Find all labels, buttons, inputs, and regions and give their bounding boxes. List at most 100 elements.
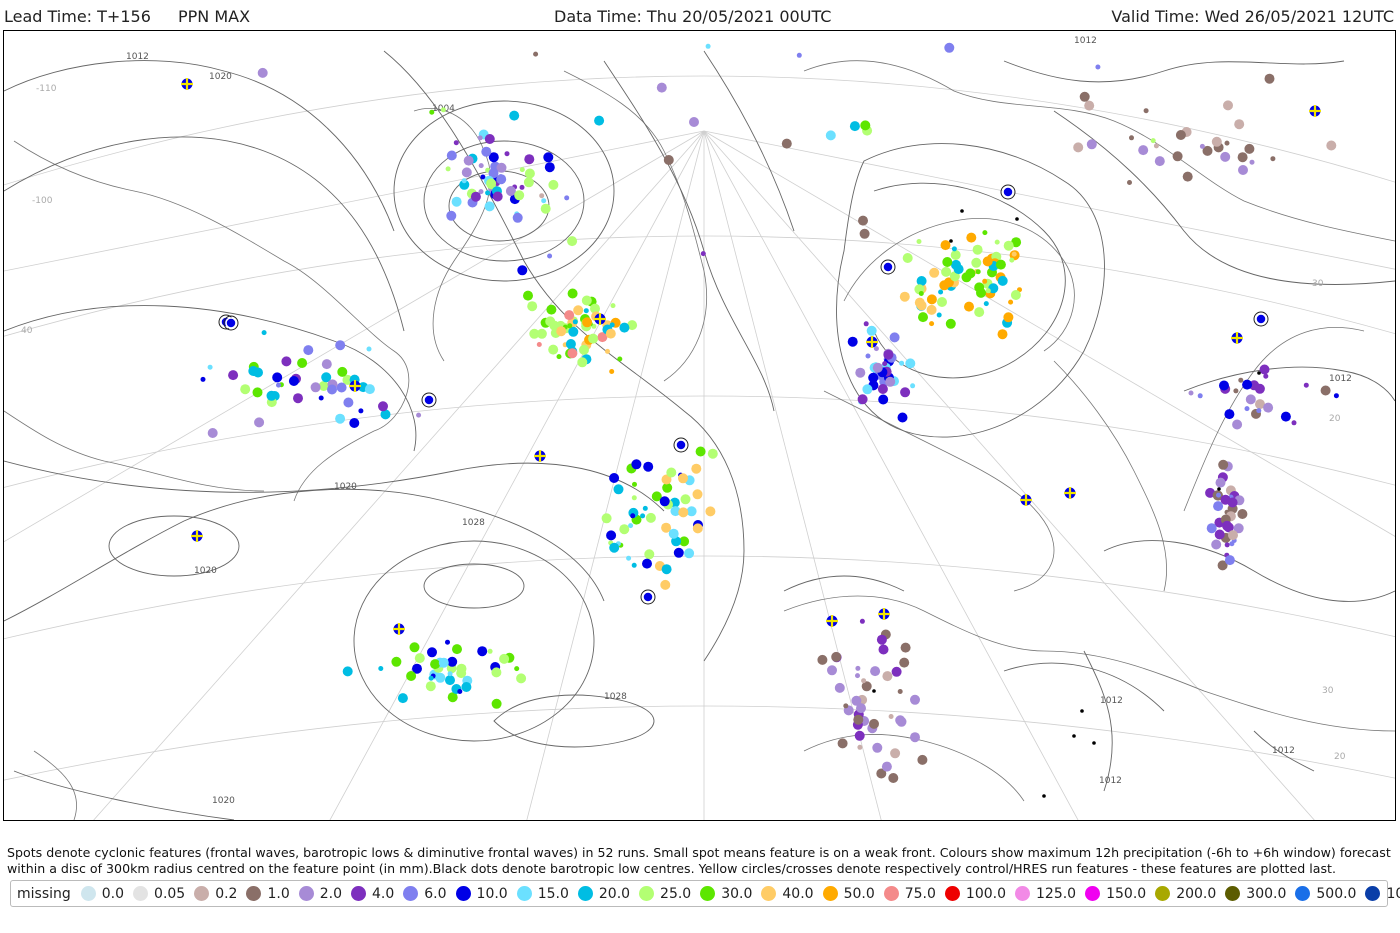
cyclone-feature-spot <box>877 384 888 394</box>
cyclone-feature-spot <box>1237 152 1248 163</box>
cyclone-feature-spot <box>527 301 538 312</box>
cyclone-feature-spot <box>692 489 703 500</box>
cyclone-feature-spot <box>488 168 499 179</box>
cyclone-feature-spot <box>941 266 952 277</box>
cyclone-feature-spot <box>905 358 916 369</box>
cyclone-feature-spot <box>453 140 459 146</box>
hres-run-cross <box>826 615 838 627</box>
cyclone-feature-spot <box>207 428 218 438</box>
graticule-label: -100 <box>32 196 53 206</box>
cyclone-feature-spot <box>781 138 792 149</box>
cyclone-feature-spot <box>1238 165 1248 175</box>
cyclone-feature-spot <box>582 317 593 328</box>
cyclone-feature-spot <box>914 297 925 308</box>
cyclone-feature-spots <box>200 42 1339 783</box>
cyclone-feature-spot <box>847 336 858 347</box>
cyclone-feature-spot <box>945 318 956 329</box>
cyclone-feature-spot <box>882 671 893 682</box>
cyclone-feature-spot <box>1150 138 1156 144</box>
cyclone-feature-spot <box>536 342 542 347</box>
cyclone-feature-spot <box>1213 501 1224 512</box>
cyclone-feature-spot <box>1129 135 1134 141</box>
cyclone-feature-map: 1012102010041012102010281020102810121020… <box>4 36 1395 820</box>
cyclone-feature-spot <box>321 359 332 370</box>
cyclone-feature-spot <box>825 130 836 141</box>
cyclone-feature-spot <box>1233 523 1244 534</box>
legend-swatch <box>1155 886 1171 901</box>
cyclone-feature-spot <box>533 51 539 57</box>
cyclone-feature-spot <box>1229 541 1235 547</box>
cyclone-feature-spot <box>1199 143 1205 149</box>
cyclone-feature-spot <box>937 297 947 307</box>
hres-run-cross <box>181 78 193 90</box>
cyclone-feature-spot <box>524 154 535 165</box>
control-run-ring <box>675 439 687 451</box>
legend-label: 0.0 <box>101 885 125 902</box>
legend-label: 150.0 <box>1106 885 1147 902</box>
cyclone-feature-spot <box>1242 379 1253 390</box>
cyclone-feature-spot <box>929 321 935 327</box>
legend-swatch <box>1365 886 1381 901</box>
legend-item: 6.0 <box>403 886 447 902</box>
cyclone-feature-spot <box>866 325 877 336</box>
cyclone-feature-spot <box>428 675 434 681</box>
cyclone-feature-spot <box>926 304 937 315</box>
hres-run-cross <box>866 336 878 348</box>
cyclone-feature-spot <box>529 328 540 339</box>
cyclone-feature-spot <box>318 381 329 391</box>
legend-label: 25.0 <box>660 885 692 902</box>
control-hres-markers <box>181 78 1321 798</box>
cyclone-feature-spot <box>855 665 861 671</box>
cyclone-feature-spot <box>890 748 901 759</box>
cyclone-feature-spot <box>1233 388 1239 394</box>
barotropic-low-dot <box>960 209 964 213</box>
barotropic-low-dot <box>1015 217 1019 221</box>
cyclone-feature-spot <box>684 548 695 559</box>
cyclone-feature-spot <box>488 152 499 163</box>
barotropic-low-dot <box>1072 734 1076 738</box>
cyclone-feature-spot <box>577 357 588 368</box>
cyclone-feature-spot <box>1009 257 1015 263</box>
cyclone-feature-spot <box>891 666 902 677</box>
legend-label: 30.0 <box>721 885 753 902</box>
legend-swatch <box>700 886 716 901</box>
precipitation-legend: missing 0.0 0.05 0.2 1.0 2.0 4.0 6.0 10.… <box>10 880 1400 907</box>
cyclone-feature-spot <box>873 346 879 352</box>
legend-label: 200.0 <box>1176 885 1217 902</box>
cyclone-feature-spot <box>853 714 864 725</box>
cyclone-feature-spot <box>1255 399 1265 410</box>
legend-swatch <box>822 886 838 901</box>
cyclone-feature-spot <box>972 244 983 255</box>
cyclone-feature-spot <box>863 321 869 327</box>
hres-run-cross <box>534 450 546 462</box>
hres-run-cross <box>191 530 203 542</box>
legend-item: 1000.0 <box>1365 886 1400 902</box>
cyclone-feature-spot <box>831 651 842 662</box>
cyclone-feature-spot <box>917 754 928 765</box>
cyclone-feature-spot <box>910 694 920 705</box>
legend-swatch <box>1295 886 1311 901</box>
cyclone-feature-spot <box>983 301 989 307</box>
legend-item: 2.0 <box>298 885 342 902</box>
legend-label: 2.0 <box>319 885 342 902</box>
cyclone-feature-spot <box>796 52 802 58</box>
graticule-labels: -110 -100 30 20 40 30 20 <box>21 84 1346 762</box>
cyclone-feature-spot <box>982 230 988 236</box>
cyclone-feature-spot <box>885 376 896 387</box>
cyclone-feature-spot <box>995 259 1006 270</box>
cyclone-feature-spot <box>445 675 455 686</box>
cyclone-feature-spot <box>860 120 871 131</box>
barotropic-low-dot <box>1042 794 1046 798</box>
cyclone-feature-spot <box>897 412 908 423</box>
cyclone-feature-spot <box>581 295 592 306</box>
cyclone-feature-spot <box>546 304 557 315</box>
control-run-outline <box>1000 184 1016 200</box>
cyclone-feature-spot <box>1264 73 1275 84</box>
cyclone-feature-spot <box>851 695 862 706</box>
legend-item: 1.0 <box>246 886 290 902</box>
legend-swatch <box>944 886 960 901</box>
legend-item: 0.0 <box>80 885 125 902</box>
control-run-outline <box>1253 311 1269 327</box>
cyclone-feature-spot <box>342 374 353 385</box>
cyclone-feature-spot <box>519 184 525 190</box>
